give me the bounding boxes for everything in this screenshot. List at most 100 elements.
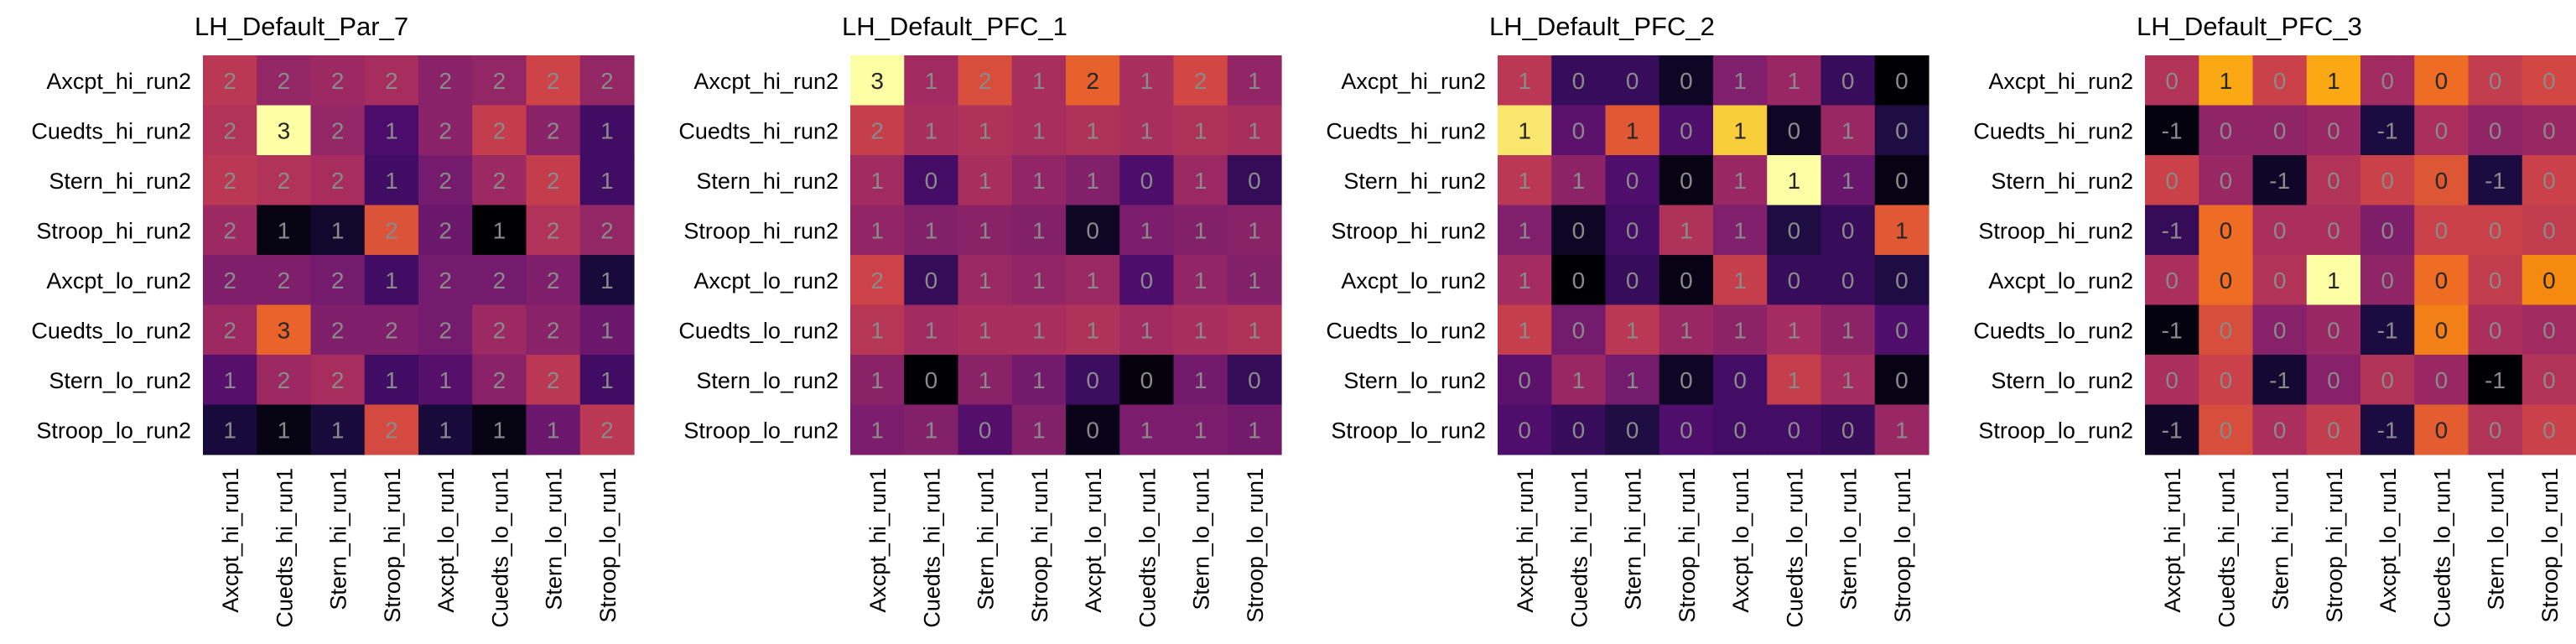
heatmap-cell (1119, 355, 1175, 406)
heatmap-cell (2468, 155, 2523, 206)
cell-value-label: 2 (439, 217, 452, 243)
cell-value-label: 1 (1032, 367, 1046, 393)
heatmap-cell (1659, 355, 1714, 406)
cell-value-label: 0 (1733, 417, 1747, 443)
cell-value-label: 2 (331, 168, 345, 194)
heatmap-cell (418, 205, 473, 256)
column-tick-label: Stroop_lo_run1 (1890, 468, 1915, 623)
cell-value-label: 0 (1895, 317, 1909, 343)
heatmap-cell (2252, 55, 2308, 106)
cell-value-label: 1 (1248, 117, 1261, 143)
column-tick-label: Cuedts_lo_run1 (1782, 468, 1807, 628)
heatmap-cell (310, 255, 366, 306)
heatmap-cell (1173, 404, 1228, 455)
column-tick-label: Stroop_hi_run1 (2322, 468, 2347, 623)
panel-title: LH_Default_PFC_3 (2137, 12, 2362, 41)
cell-value-label: 2 (493, 117, 506, 143)
heatmap-cell (1605, 304, 1660, 356)
heatmap-cell (2306, 304, 2361, 356)
cell-value-label: 1 (1248, 317, 1261, 343)
cell-value-label: 0 (1248, 367, 1261, 393)
heatmap-cell (1820, 155, 1876, 206)
heatmap-cell (1659, 55, 1714, 106)
heatmap-cell (472, 55, 527, 106)
cell-value-label: 2 (1086, 68, 1099, 94)
cell-value-label: 0 (2327, 217, 2340, 243)
cell-value-label: 1 (1248, 217, 1261, 243)
heatmap-cell (1173, 155, 1228, 206)
cell-value-label: 1 (1032, 168, 1046, 194)
cell-value-label: 2 (331, 68, 345, 94)
heatmap-cell (2306, 404, 2361, 455)
row-tick-label: Cuedts_hi_run2 (678, 118, 839, 143)
cell-value-label: 0 (925, 367, 938, 393)
cell-value-label: 1 (1680, 317, 1693, 343)
heatmap-cell (1605, 205, 1660, 256)
cell-value-label: 0 (1680, 117, 1693, 143)
heatmap-cell (1605, 404, 1660, 455)
column-tick-label: Axcpt_hi_run1 (2160, 468, 2185, 613)
cell-value-label: 1 (331, 217, 345, 243)
cell-value-label: 1 (2327, 68, 2340, 94)
cell-value-label: 0 (2220, 117, 2233, 143)
heatmap-cell (579, 355, 635, 406)
heatmap-cell (2252, 155, 2308, 206)
row-tick-label: Axcpt_lo_run2 (693, 268, 839, 293)
heatmap-cell (257, 355, 312, 406)
heatmap-cell (1498, 255, 1552, 306)
heatmap-cell (418, 304, 473, 356)
cell-value-label: 0 (2435, 168, 2449, 194)
heatmap-cell (1227, 404, 1282, 455)
heatmap-cell (418, 155, 473, 206)
heatmap-cell (1767, 105, 1822, 156)
column-tick-label: Stern_hi_run1 (2268, 468, 2293, 610)
row-tick-label: Axcpt_hi_run2 (46, 69, 191, 94)
cell-value-label: 0 (2381, 367, 2394, 393)
cell-value-label: 1 (1140, 68, 1154, 94)
row-tick-label: Axcpt_hi_run2 (1988, 69, 2133, 94)
heatmap-cell (257, 255, 312, 306)
heatmap-cell (203, 355, 257, 406)
cell-value-label: 1 (547, 417, 560, 443)
heatmap-cell (1767, 304, 1822, 356)
cell-value-label: -1 (2377, 317, 2398, 343)
cell-value-label: 2 (385, 417, 398, 443)
heatmap-cell (1767, 355, 1822, 406)
row-tick-label: Cuedts_lo_run2 (1326, 318, 1486, 343)
heatmap-cell (1173, 304, 1228, 356)
cell-value-label: 0 (1518, 367, 1531, 393)
heatmap-cell (2252, 255, 2308, 306)
cell-value-label: 1 (2220, 68, 2233, 94)
column-tick-label: Stern_lo_run1 (1836, 468, 1862, 610)
cell-value-label: 2 (278, 168, 291, 194)
heatmap-cell (1820, 355, 1876, 406)
column-tick-label: Stern_lo_run1 (1189, 468, 1214, 610)
cell-value-label: 2 (493, 267, 506, 293)
heatmap-cell (1767, 404, 1822, 455)
cell-value-label: 2 (547, 217, 560, 243)
cell-value-label: 3 (278, 117, 291, 143)
column-tick-label: Stern_hi_run1 (326, 468, 351, 610)
cell-value-label: 2 (385, 217, 398, 243)
heatmap-cell (2252, 404, 2308, 455)
cell-value-label: 1 (1733, 217, 1747, 243)
cell-value-label: 1 (1194, 267, 1208, 293)
heatmap-cell (2306, 205, 2361, 256)
heatmap-cell (904, 255, 959, 306)
row-tick-label: Stern_lo_run2 (49, 368, 191, 393)
heatmap-cell (1820, 205, 1876, 256)
heatmap-cell (850, 155, 905, 206)
heatmap-cell (2521, 255, 2576, 306)
heatmap-cell (1659, 404, 1714, 455)
heatmap-cell (472, 355, 527, 406)
cell-value-label: 2 (870, 267, 884, 293)
cell-value-label: 0 (2489, 117, 2502, 143)
cell-value-label: 2 (331, 267, 345, 293)
heatmap-cell (2521, 355, 2576, 406)
heatmap-cell (2145, 105, 2199, 156)
panel-title: LH_Default_Par_7 (195, 12, 408, 41)
heatmap-cell (2468, 355, 2523, 406)
cell-value-label: 0 (2220, 417, 2233, 443)
cell-value-label: -1 (2269, 367, 2290, 393)
